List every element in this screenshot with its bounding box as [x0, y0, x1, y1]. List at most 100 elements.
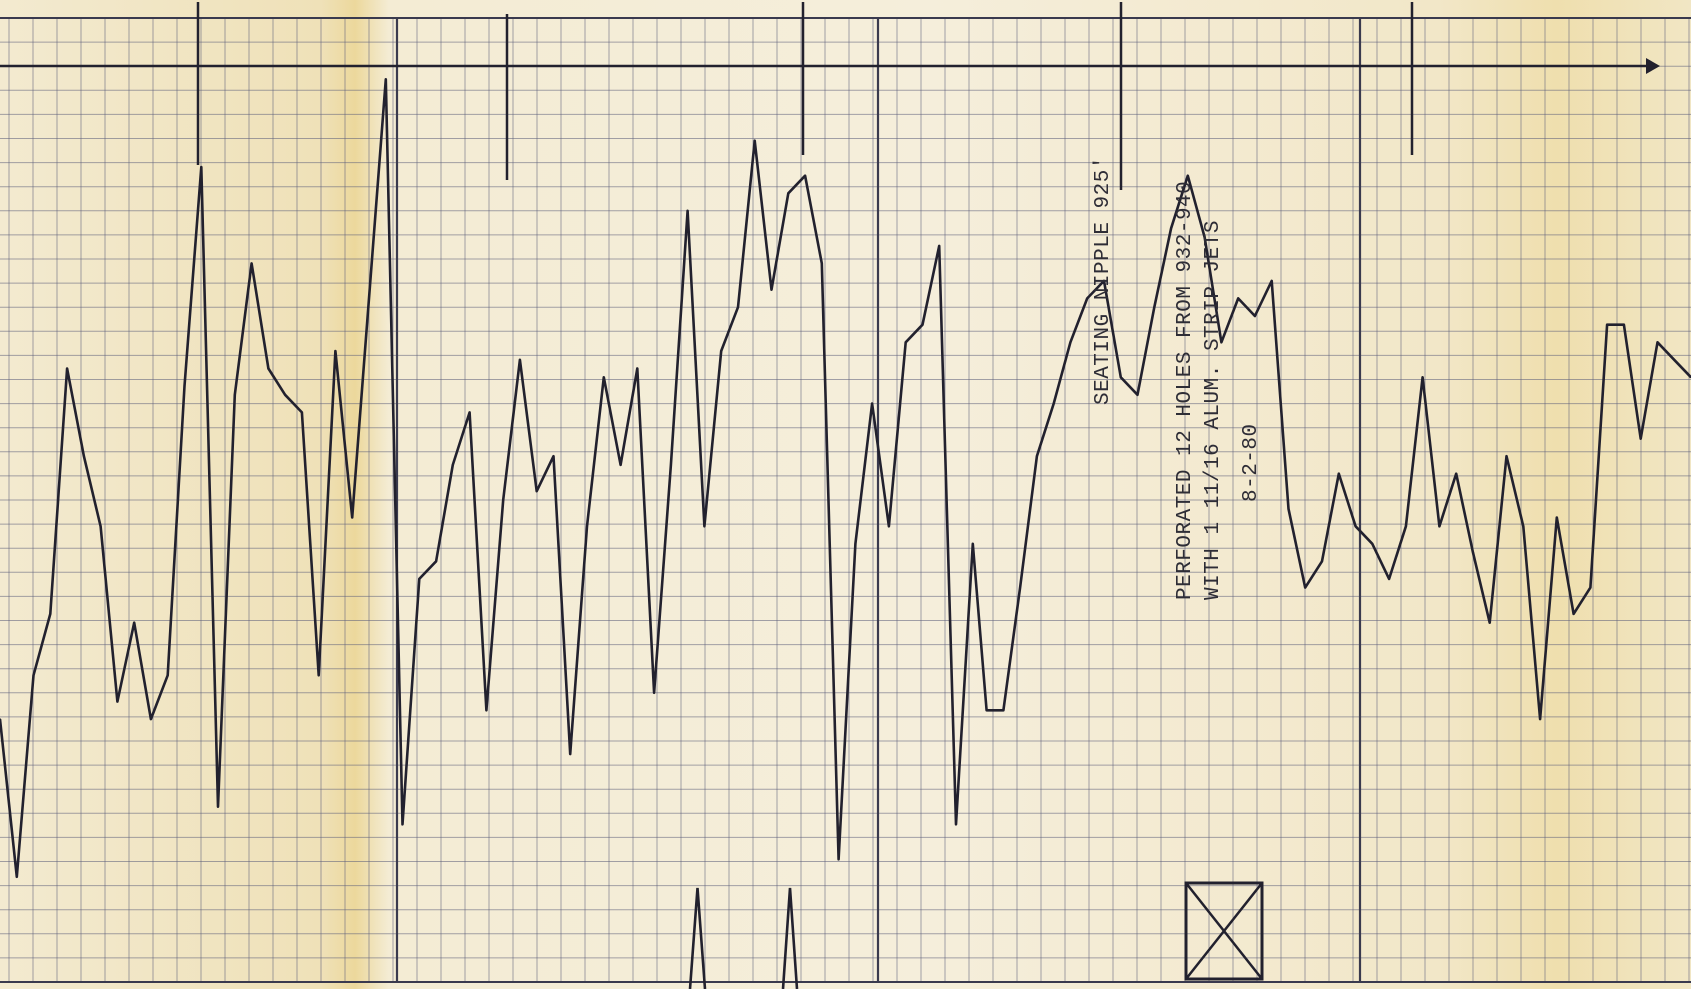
- trace-point: [1170, 227, 1172, 230]
- trace-point: [66, 367, 68, 370]
- trace-point: [1354, 525, 1357, 528]
- trace-point: [1002, 709, 1005, 712]
- trace-point: [535, 490, 538, 493]
- log-curve: [0, 78, 1691, 879]
- trace-points: [0, 78, 1691, 878]
- trace-point: [1052, 402, 1055, 405]
- trace-point: [1522, 525, 1525, 528]
- trace-point: [1623, 323, 1625, 326]
- trace-point: [1337, 472, 1340, 475]
- trace-point: [32, 674, 35, 677]
- trace-point: [1589, 586, 1592, 589]
- trace-point: [904, 341, 907, 344]
- trace-point: [1555, 516, 1558, 519]
- trace-point: [770, 288, 773, 291]
- trace-point: [15, 875, 18, 878]
- trace-point: [519, 358, 521, 361]
- trace-point: [1673, 358, 1676, 361]
- trace-point: [703, 525, 706, 528]
- trace-point: [334, 350, 337, 352]
- trace-point: [317, 674, 320, 677]
- trace-point: [1472, 551, 1474, 554]
- lower-trace-fragment: [781, 887, 799, 989]
- trace-point: [1371, 542, 1374, 545]
- date-label: 8-2-80: [1240, 423, 1263, 502]
- seating-nipple-label: SEATING NIPPLE 925': [1092, 156, 1115, 405]
- trace-point: [284, 393, 286, 396]
- trace-point: [787, 192, 790, 195]
- perforation-box-cross-b: [1185, 882, 1263, 980]
- trace-point: [233, 393, 236, 396]
- trace-point: [1203, 236, 1206, 239]
- trace-point: [1069, 341, 1072, 344]
- trace-point: [368, 297, 370, 300]
- trace-point: [1388, 578, 1390, 580]
- trace-point: [1153, 306, 1156, 309]
- trace-point: [921, 323, 924, 326]
- trace-point: [0, 718, 1, 720]
- trace-point: [217, 805, 219, 808]
- trace-point: [1572, 613, 1575, 615]
- trace-point: [1421, 376, 1424, 379]
- trace-point: [133, 621, 136, 624]
- trace-point: [686, 209, 689, 212]
- trace-point: [1186, 174, 1189, 177]
- trace-point: [250, 262, 253, 265]
- trace-point: [485, 709, 488, 712]
- trace-point: [351, 516, 354, 519]
- trace-point: [435, 560, 437, 563]
- trace-point: [1304, 586, 1307, 589]
- trace-point: [985, 709, 988, 712]
- trace-point: [384, 78, 387, 81]
- trace-point: [854, 542, 857, 545]
- trace-point: [183, 385, 186, 387]
- trace-point: [1136, 393, 1139, 396]
- trace-point: [670, 464, 672, 466]
- trace-point: [1321, 560, 1323, 563]
- trace-point: [753, 139, 756, 142]
- trace-point: [1606, 323, 1608, 326]
- trace-point: [468, 411, 471, 414]
- trace-point: [737, 306, 739, 309]
- trace-point: [150, 718, 152, 720]
- trace-point: [1639, 437, 1642, 440]
- trace-point: [1254, 315, 1256, 317]
- trace-point: [602, 376, 605, 379]
- chart-grid: [0, 17, 1691, 983]
- trace-point: [720, 350, 723, 352]
- trace-point: [871, 402, 873, 405]
- trace-point: [1656, 341, 1659, 344]
- log-trace: [0, 78, 1691, 989]
- trace-point: [200, 166, 203, 168]
- trace-point: [837, 858, 840, 861]
- trace-point: [502, 499, 505, 501]
- trace-point: [820, 262, 823, 265]
- trace-point: [955, 823, 957, 826]
- trace-point: [1488, 621, 1491, 624]
- perforation-box: [1184, 881, 1264, 981]
- trace-point: [1287, 507, 1290, 510]
- trace-point: [49, 613, 52, 615]
- trace-point: [971, 542, 974, 545]
- trace-point: [804, 174, 806, 177]
- trace-point: [1086, 297, 1089, 300]
- trace-point: [619, 464, 622, 466]
- trace-point: [1270, 280, 1273, 282]
- perforation-label: PERFORATED 12 HOLES FROM 932-940: [1174, 180, 1197, 600]
- lower-trace-fragment: [688, 887, 707, 989]
- depth-tick-track: [0, 2, 1660, 190]
- trace-point: [888, 525, 890, 528]
- strip-jets-label: WITH 1 11/16 ALUM. STRIP JETS: [1202, 220, 1225, 600]
- trace-point: [1119, 376, 1122, 379]
- trace-point: [1103, 280, 1105, 282]
- trace-point: [1237, 297, 1240, 300]
- trace-point: [1405, 525, 1407, 528]
- trace-point: [1539, 718, 1541, 720]
- trace-point: [1505, 455, 1508, 458]
- trace-point: [552, 455, 555, 458]
- trace-point: [301, 411, 303, 414]
- trace-point: [938, 245, 941, 247]
